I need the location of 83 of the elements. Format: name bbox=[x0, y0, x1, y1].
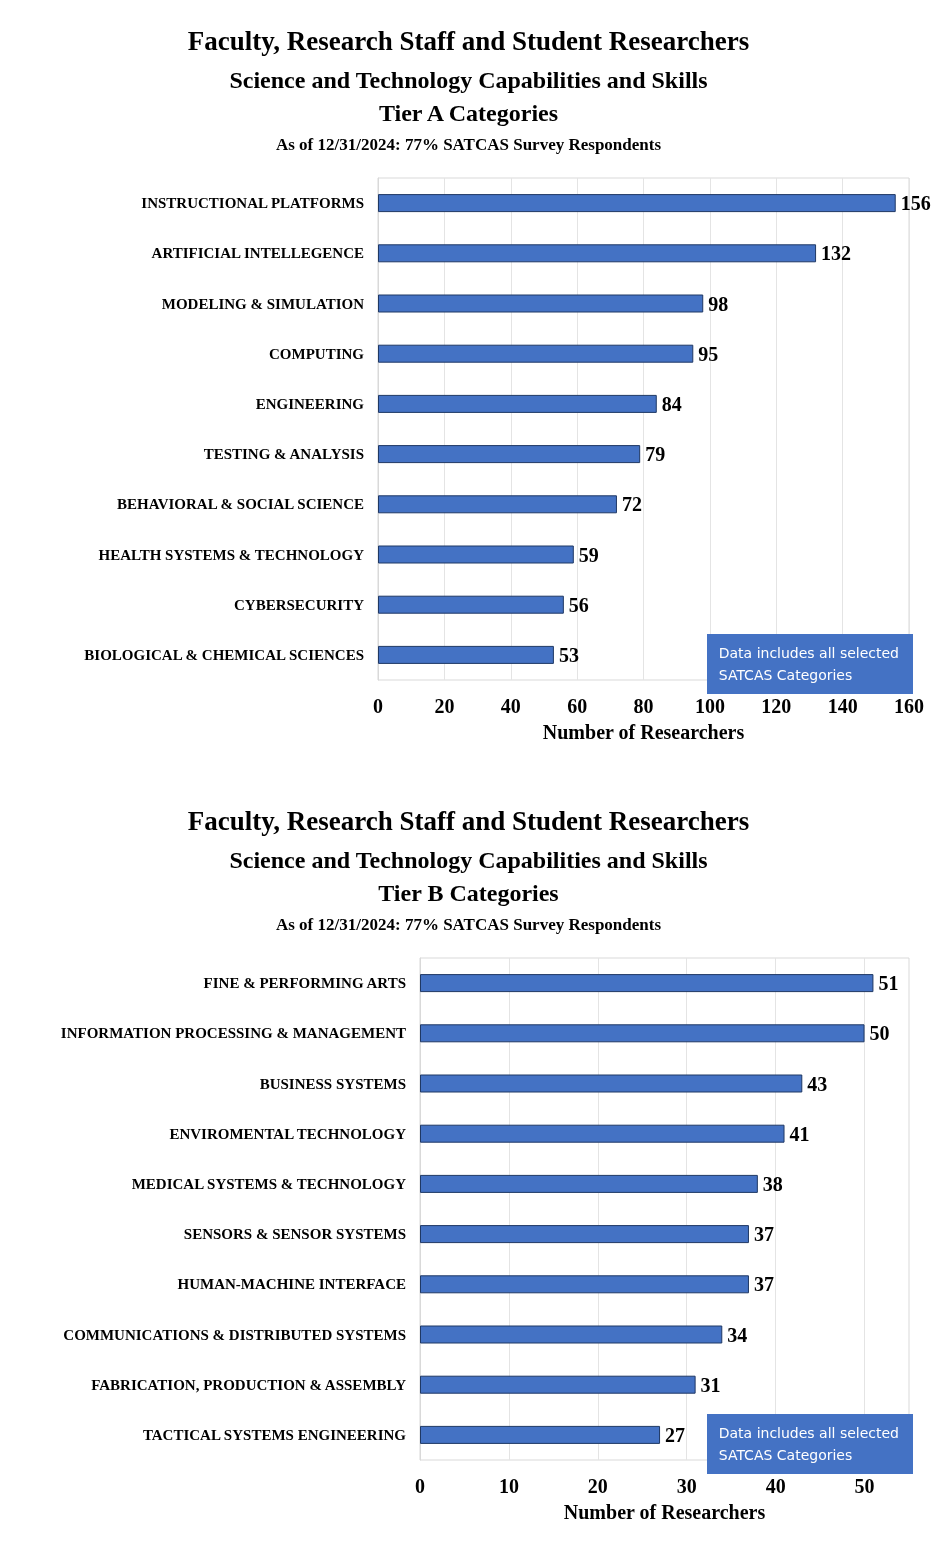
y-tick-label: SENSORS & SENSOR SYSTEMS bbox=[183, 1226, 406, 1243]
bar bbox=[420, 1074, 803, 1093]
y-tick-label: TESTING & ANALYSIS bbox=[203, 446, 364, 463]
data-label: 59 bbox=[578, 543, 599, 566]
y-tick-label: COMMUNICATIONS & DISTRIBUTED SYSTEMS bbox=[63, 1326, 406, 1343]
data-label: 51 bbox=[878, 972, 899, 995]
x-axis-title: Number of Researchers bbox=[542, 721, 745, 743]
y-tick-label: ARTIFICIAL INTELLEGENCE bbox=[151, 245, 364, 262]
x-tick-label: 60 bbox=[567, 695, 588, 717]
chart-title: Faculty, Research Staff and Student Researchers bbox=[187, 805, 750, 836]
y-tick-label: ENGINEERING bbox=[255, 395, 365, 412]
x-tick-label: 160 bbox=[894, 695, 924, 717]
x-tick-label: 40 bbox=[500, 695, 521, 717]
x-axis-title: Number of Researchers bbox=[563, 1501, 766, 1523]
data-label: 37 bbox=[753, 1223, 774, 1246]
data-label: 98 bbox=[708, 292, 729, 315]
y-tick-label: HEALTH SYSTEMS & TECHNOLOGY bbox=[98, 546, 365, 563]
x-tick-label: 30 bbox=[676, 1475, 697, 1497]
bar bbox=[420, 1325, 723, 1344]
data-label: 53 bbox=[558, 643, 579, 666]
annotation: Data includes all selected SATCAS Categories bbox=[706, 634, 913, 694]
data-label: 31 bbox=[700, 1373, 721, 1396]
x-tick-label: 40 bbox=[765, 1475, 786, 1497]
bar bbox=[420, 1425, 661, 1444]
data-label: 79 bbox=[645, 443, 666, 466]
annotation: Data includes all selected SATCAS Categories bbox=[706, 1414, 913, 1474]
data-label: 43 bbox=[807, 1072, 828, 1095]
y-tick-label: MEDICAL SYSTEMS & TECHNOLOGY bbox=[131, 1175, 407, 1192]
bar bbox=[420, 1275, 749, 1294]
chart-title: Faculty, Research Staff and Student Researchers bbox=[187, 25, 750, 56]
bar bbox=[378, 645, 554, 664]
data-label: 41 bbox=[789, 1122, 810, 1145]
bar bbox=[378, 545, 574, 564]
bar bbox=[420, 974, 874, 993]
y-tick-label: INSTRUCTIONAL PLATFORMS bbox=[141, 195, 364, 212]
y-tick-label: FINE & PERFORMING ARTS bbox=[203, 975, 406, 992]
bar bbox=[378, 394, 657, 413]
y-tick-label: COMPUTING bbox=[269, 345, 365, 362]
chart-subtitle: Science and Technology Capabilities and Skills Tier B Categories As of 12/31/2024: 77% SATCAS Survey Respondents bbox=[229, 846, 708, 934]
x-tick-label: 100 bbox=[694, 695, 725, 717]
bar bbox=[420, 1225, 749, 1244]
y-tick-label: TACTICAL SYSTEMS ENGINEERING bbox=[142, 1426, 407, 1443]
data-label: 95 bbox=[698, 342, 719, 365]
chart-subtitle: Science and Technology Capabilities and Skills Tier A Categories As of 12/31/2024: 77% SATCAS Survey Respondents bbox=[229, 66, 708, 154]
bar bbox=[378, 495, 617, 514]
x-tick-label: 20 bbox=[434, 695, 455, 717]
x-tick-label: 0 bbox=[415, 1475, 425, 1497]
x-tick-label: 0 bbox=[373, 695, 383, 717]
y-tick-label: BEHAVIORAL & SOCIAL SCIENCE bbox=[117, 496, 364, 513]
data-label: 132 bbox=[821, 242, 852, 265]
bar bbox=[378, 344, 694, 363]
y-tick-label: BIOLOGICAL & CHEMICAL SCIENCES bbox=[84, 646, 364, 663]
data-label: 72 bbox=[621, 493, 642, 516]
bar bbox=[378, 194, 896, 213]
bar bbox=[420, 1375, 696, 1394]
y-tick-label: BUSINESS SYSTEMS bbox=[259, 1075, 406, 1092]
x-tick-label: 120 bbox=[761, 695, 792, 717]
bar bbox=[378, 595, 564, 614]
bar bbox=[378, 294, 704, 313]
y-tick-label: MODELING & SIMULATION bbox=[161, 295, 365, 312]
bar bbox=[420, 1024, 865, 1043]
data-label: 37 bbox=[753, 1273, 774, 1296]
x-tick-label: 140 bbox=[827, 695, 858, 717]
data-label: 38 bbox=[762, 1172, 783, 1195]
x-tick-label: 10 bbox=[498, 1475, 519, 1497]
x-tick-label: 20 bbox=[587, 1475, 608, 1497]
bar bbox=[378, 244, 817, 263]
y-tick-label: ENVIROMENTAL TECHNOLOGY bbox=[169, 1125, 407, 1142]
bar bbox=[378, 445, 641, 464]
y-tick-label: CYBERSECURITY bbox=[233, 596, 365, 613]
data-label: 84 bbox=[661, 392, 682, 415]
x-tick-label: 80 bbox=[633, 695, 654, 717]
data-label: 56 bbox=[568, 593, 589, 616]
y-tick-label: FABRICATION, PRODUCTION & ASSEMBLY bbox=[91, 1376, 407, 1393]
bar bbox=[420, 1174, 758, 1193]
bar bbox=[420, 1124, 785, 1143]
data-label: 27 bbox=[665, 1423, 686, 1446]
y-tick-label: INFORMATION PROCESSING & MANAGEMENT bbox=[60, 1025, 406, 1042]
data-label: 156 bbox=[900, 192, 931, 215]
y-tick-label: HUMAN-MACHINE INTERFACE bbox=[177, 1276, 406, 1293]
data-label: 50 bbox=[869, 1022, 890, 1045]
data-label: 34 bbox=[727, 1323, 748, 1346]
x-tick-label: 50 bbox=[854, 1475, 875, 1497]
